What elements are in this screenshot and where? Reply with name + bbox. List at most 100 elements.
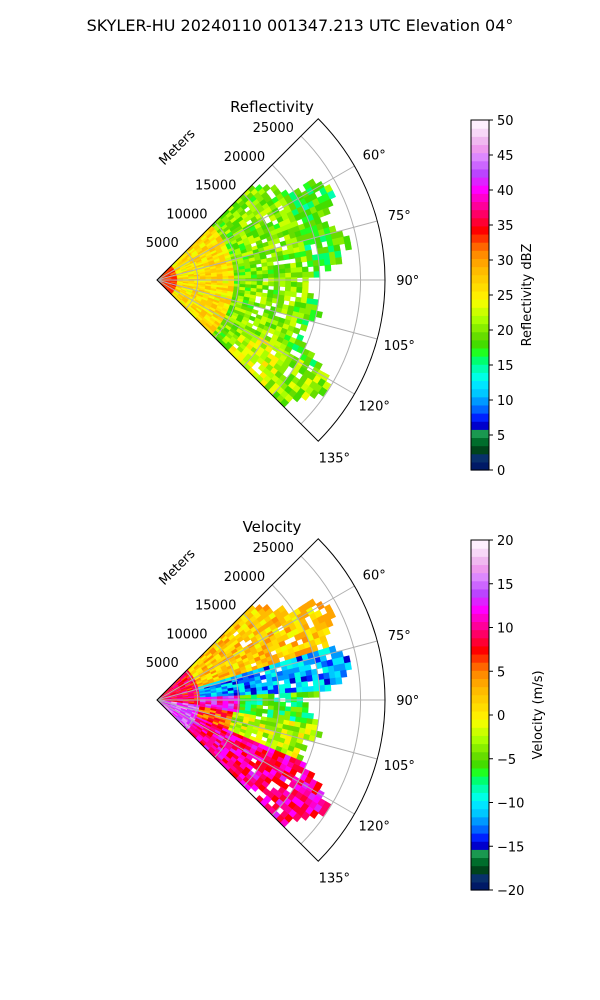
polar-grid (156, 135, 385, 425)
field-cell (313, 685, 320, 693)
angle-tick-label: 135° (319, 871, 350, 886)
colorbar-segment (471, 388, 489, 398)
field-cell (256, 274, 264, 279)
angle-tick-label: 120° (359, 819, 390, 834)
colorbar-segment (471, 372, 489, 382)
angle-tick-label: 75° (388, 629, 411, 644)
reflectivity-panel: Reflectivity 5000 10000 15000 20000 25000 60… (146, 98, 535, 479)
colorbar-segment (471, 776, 489, 785)
angle-tick-label: 60° (363, 569, 386, 584)
colorbar-segment (471, 735, 489, 745)
colorbar-segment (471, 792, 489, 802)
colorbar-segment (471, 548, 489, 557)
field-cell (256, 270, 264, 276)
field-cell (322, 207, 331, 216)
field-cell (295, 261, 303, 269)
colorbar-tick-label: 15 (497, 578, 514, 593)
colorbar-segment (471, 596, 489, 606)
field-cell (279, 272, 286, 279)
field-cell (262, 269, 269, 275)
colorbar-segment (471, 380, 489, 390)
colorbar-segment (471, 168, 489, 178)
radial-tick-labels: 5000 10000 15000 20000 25000 (146, 541, 294, 671)
angle-tick-label: 120° (359, 399, 390, 414)
colorbar-segment (471, 637, 489, 647)
field-cell (300, 811, 311, 821)
colorbar-segment (471, 185, 489, 194)
colorbar-tick-label: −20 (497, 884, 524, 899)
field-cell (334, 250, 342, 259)
azimuth-spoke (156, 699, 378, 760)
field-cell (309, 389, 319, 400)
colorbar-segment (471, 767, 489, 777)
colorbar-segment (471, 873, 489, 883)
colorbar-segment (471, 653, 489, 663)
angle-tick-labels: 60° 75° 90° 105° 120° 135° (319, 149, 420, 467)
field-cell (344, 242, 352, 251)
colorbar-segment (471, 339, 489, 349)
field-cell (279, 692, 286, 699)
field-cell (234, 695, 241, 699)
field-cell (289, 677, 297, 684)
field-cell (284, 706, 292, 713)
colorbar-segment (471, 865, 489, 875)
field-cell (299, 743, 308, 752)
field-cell (250, 690, 258, 696)
radial-tick-label: 10000 (166, 207, 207, 222)
colorbar-segment (471, 621, 489, 631)
field-cell (261, 708, 269, 714)
colorbar-segment (471, 445, 489, 455)
field-cell (259, 674, 267, 681)
sector-frame (156, 538, 386, 862)
field-cell (256, 281, 264, 286)
field-cell (290, 272, 298, 279)
polar-grid (156, 555, 385, 845)
colorbar-segment (471, 233, 489, 243)
field-cell (313, 271, 321, 278)
colorbar-tick-label: −5 (497, 753, 516, 768)
colorbar-tick-label: 5 (497, 665, 505, 680)
field-cell (324, 618, 334, 628)
field-cell (268, 701, 275, 707)
sector-frame (156, 118, 386, 442)
field-cell (268, 693, 275, 699)
colorbar-segment (471, 266, 489, 276)
field-cell (309, 809, 319, 820)
radial-tick-label: 5000 (146, 236, 179, 251)
field-cell (307, 271, 315, 278)
field-cell (307, 685, 315, 693)
reflectivity-colorbar: 0 5 10 15 20 25 30 35 40 45 50 (470, 114, 514, 479)
field-cell (284, 267, 292, 274)
colorbar-tick-label: 15 (497, 359, 514, 374)
azimuth-spoke (156, 279, 355, 395)
colorbar-tick-label: 5 (497, 429, 505, 444)
field-cell (307, 691, 315, 698)
radial-tick-label: 25000 (253, 121, 294, 136)
colorbar-segment (471, 645, 489, 655)
field-cell (317, 806, 328, 817)
field-cell (296, 282, 304, 288)
colorbar-segment (471, 461, 489, 471)
colorbar-tick-label: 0 (497, 709, 505, 724)
field-cell (296, 272, 304, 278)
colorbar-segment (471, 824, 489, 834)
colorbar-tick-label: 50 (497, 114, 514, 129)
field-cell (301, 686, 309, 693)
field-cell (301, 681, 309, 688)
colorbar-segment (471, 274, 489, 284)
colorbar-segment (471, 258, 489, 268)
field-cell (278, 263, 286, 270)
colorbar-segment (471, 404, 489, 414)
colorbar-segment (471, 580, 489, 590)
colorbar-segment (471, 759, 489, 769)
colorbar-segment (471, 152, 489, 162)
field-cell (301, 287, 309, 294)
field-cell (284, 286, 292, 293)
field-cell (317, 386, 328, 397)
field-cell (262, 689, 269, 695)
field-cell (267, 269, 275, 275)
panel-title: Reflectivity (230, 98, 314, 116)
field-cell (327, 610, 337, 620)
azimuth-spoke (156, 585, 355, 701)
